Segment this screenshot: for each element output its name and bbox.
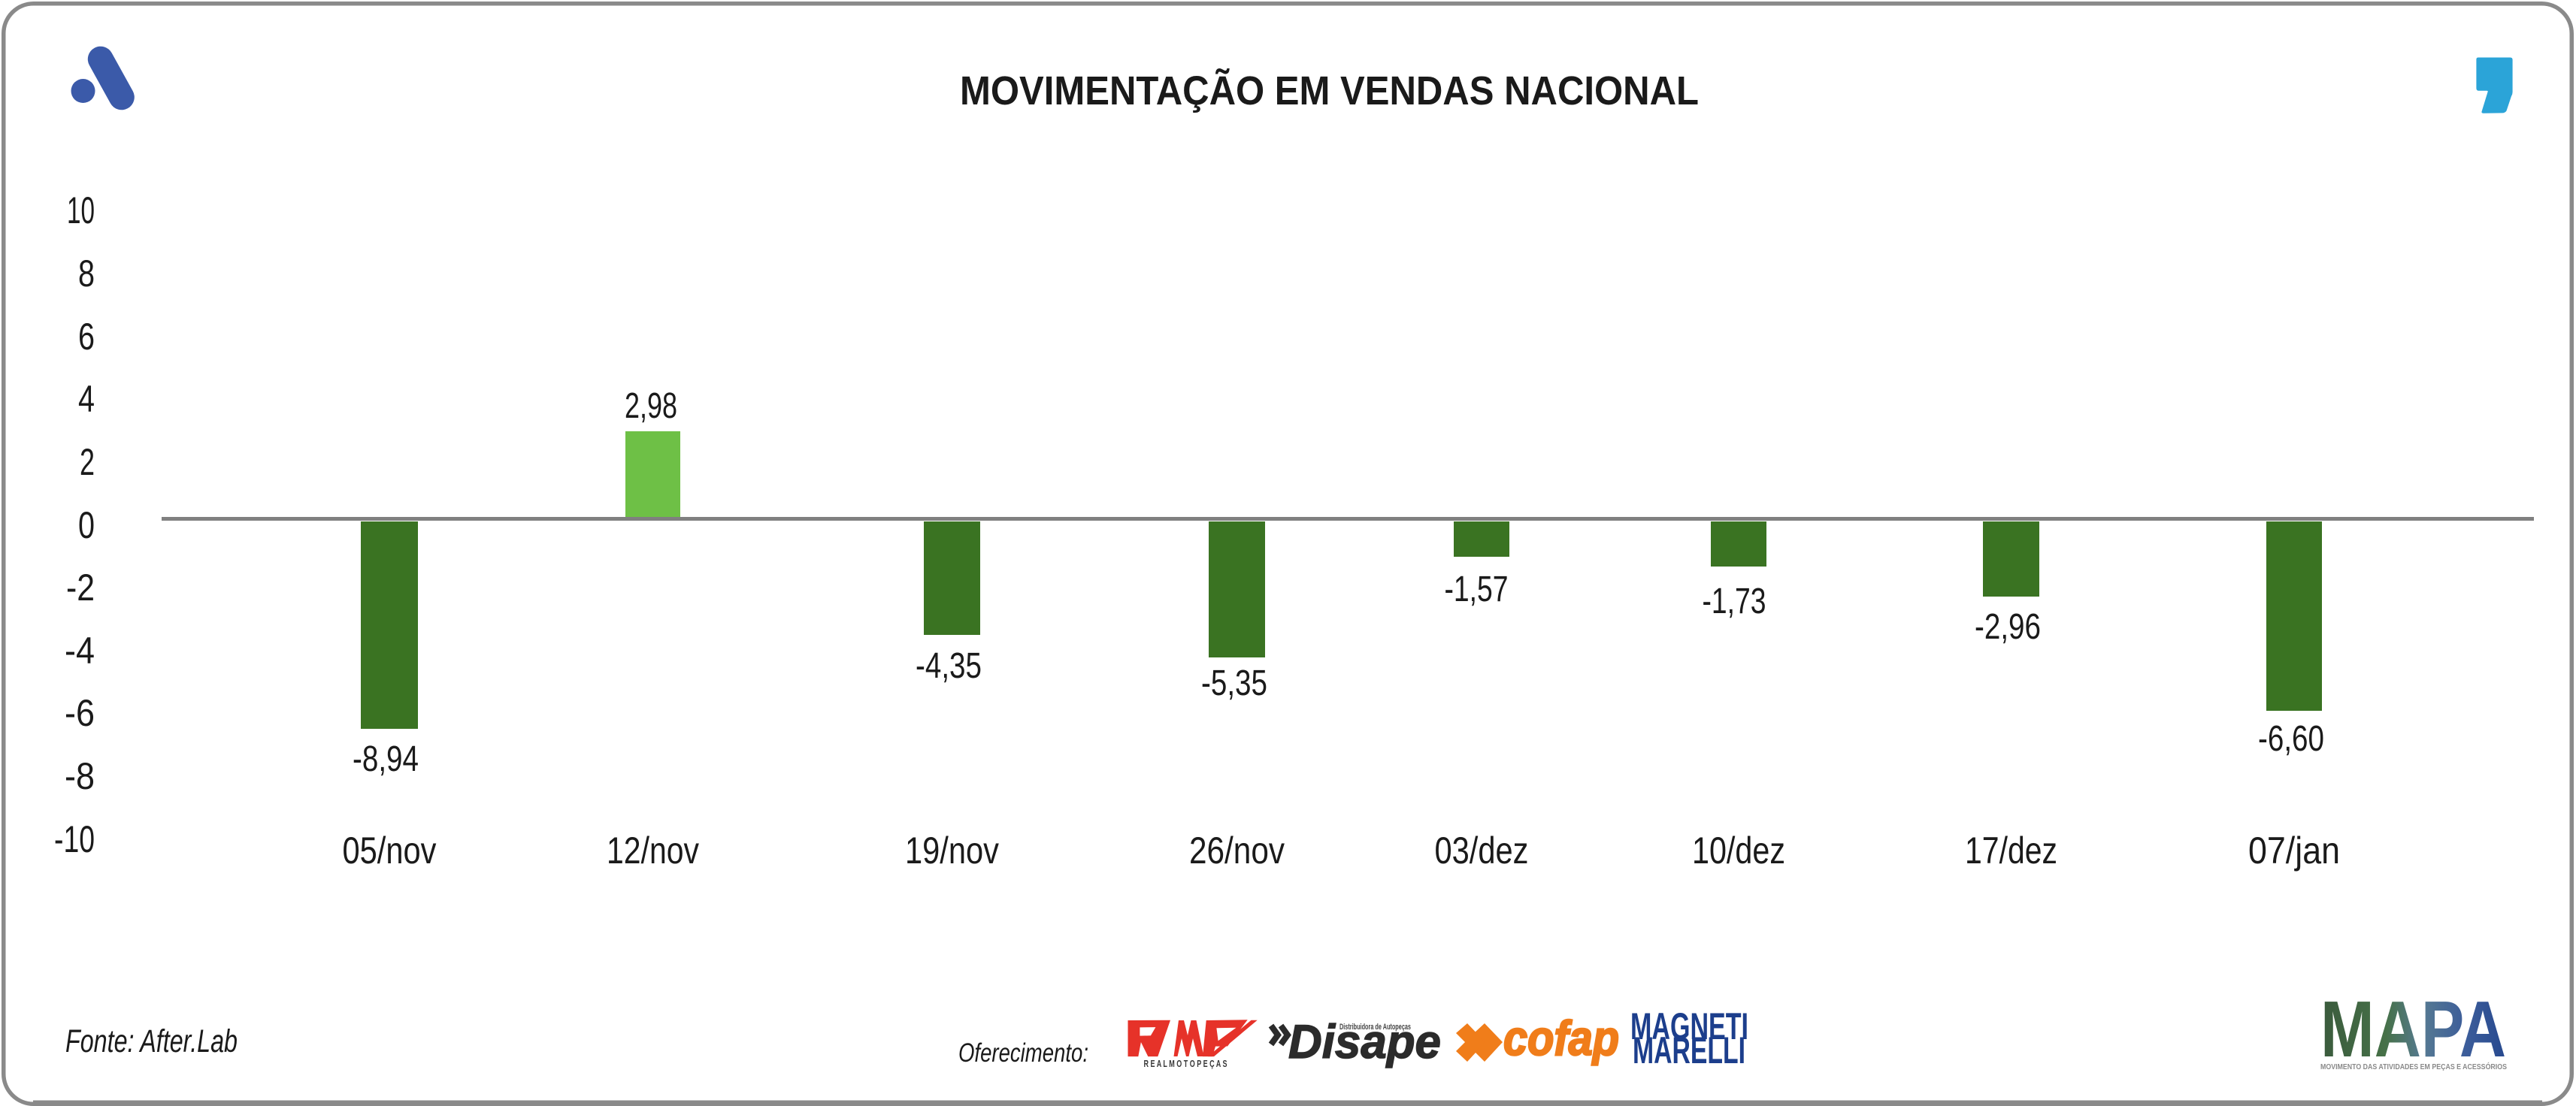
svg-text:-4: -4 [65, 630, 95, 672]
svg-text:-10: -10 [54, 818, 95, 860]
svg-text:07/jan: 07/jan [2248, 830, 2340, 872]
svg-text:-5,35: -5,35 [1201, 663, 1267, 703]
svg-text:-6: -6 [65, 692, 95, 734]
svg-text:cofap: cofap [1503, 1011, 1619, 1065]
svg-text:Fonte: After.Lab: Fonte: After.Lab [65, 1023, 238, 1059]
svg-text:-2: -2 [66, 567, 95, 609]
svg-text:Oferecimento:: Oferecimento: [958, 1038, 1088, 1068]
svg-text:10/dez: 10/dez [1692, 830, 1785, 872]
svg-text:Distribuidora de Autopeças: Distribuidora de Autopeças [1339, 1023, 1411, 1032]
svg-text:-4,35: -4,35 [916, 646, 982, 686]
svg-text:17/dez: 17/dez [1965, 830, 2057, 872]
svg-text:MOVIMENTAÇÃO EM VENDAS NACIONA: MOVIMENTAÇÃO EM VENDAS NACIONAL [960, 68, 1699, 113]
svg-text:-6,60: -6,60 [2258, 719, 2324, 759]
svg-text:2,98: 2,98 [625, 386, 677, 426]
svg-text:-1,73: -1,73 [1703, 582, 1766, 621]
svg-text:10: 10 [67, 189, 95, 231]
svg-text:R E A L M O T O P E Ç A S: R E A L M O T O P E Ç A S [1144, 1058, 1227, 1069]
svg-text:2: 2 [80, 441, 95, 483]
svg-text:MARELLI: MARELLI [1633, 1029, 1745, 1071]
svg-text:MAPA: MAPA [2320, 985, 2506, 1074]
svg-text:19/nov: 19/nov [905, 830, 999, 872]
svg-text:Disape: Disape [1288, 1016, 1441, 1068]
svg-text:-2,96: -2,96 [1975, 607, 2041, 647]
svg-text:05/nov: 05/nov [343, 830, 437, 872]
svg-text:4: 4 [78, 378, 95, 420]
svg-text:6: 6 [78, 316, 95, 358]
svg-text:03/dez: 03/dez [1435, 830, 1529, 872]
svg-text:0: 0 [78, 504, 95, 546]
svg-text:26/nov: 26/nov [1189, 830, 1285, 872]
svg-text:12/nov: 12/nov [607, 830, 699, 872]
svg-text:-8,94: -8,94 [353, 739, 419, 779]
svg-text:8: 8 [78, 252, 95, 295]
svg-text:MOVIMENTO DAS ATIVIDADES EM PE: MOVIMENTO DAS ATIVIDADES EM PEÇAS E ACES… [2320, 1062, 2507, 1071]
svg-text:-1,57: -1,57 [1445, 570, 1509, 609]
svg-text:-8: -8 [65, 755, 95, 797]
svg-text:MAGNETI: MAGNETI [1630, 1005, 1748, 1047]
